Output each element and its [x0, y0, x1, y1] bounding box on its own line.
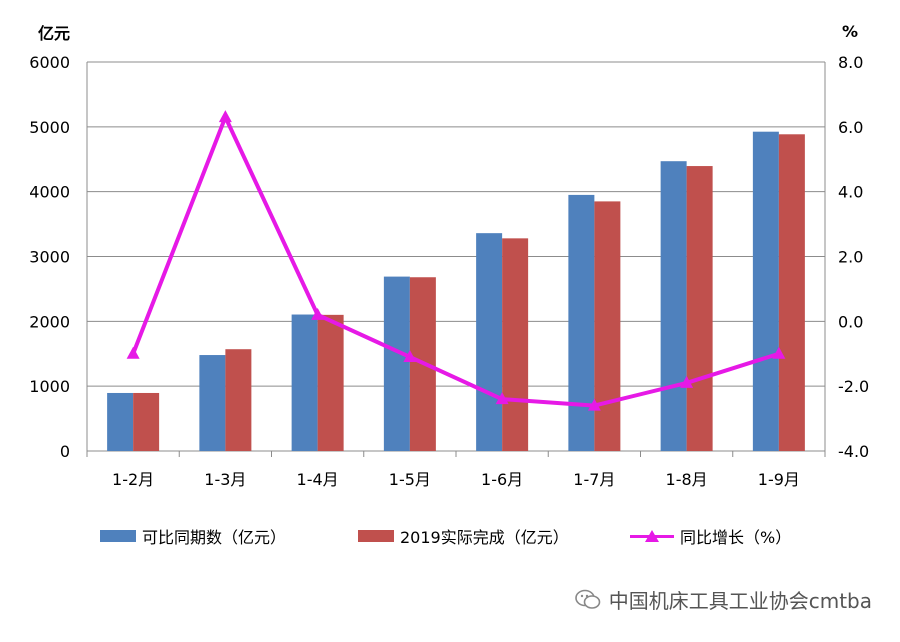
bar: [199, 355, 226, 451]
growth-line: [131, 115, 780, 408]
legend-label-bar1: 可比同期数（亿元）: [142, 528, 287, 547]
line-marker-triangle: [680, 375, 694, 388]
x-tick-label: 1-7月: [573, 470, 615, 489]
y-right-tick-label: 8.0: [838, 53, 863, 72]
bar: [291, 314, 318, 451]
x-tick-label: 1-6月: [481, 470, 523, 489]
bar: [568, 194, 595, 452]
y-right-tick-label: 0.0: [838, 312, 863, 331]
legend-swatch-red: [358, 530, 394, 542]
line-marker-triangle: [495, 392, 509, 405]
legend-swatch-blue: [100, 530, 136, 542]
y-right-tick-label: 6.0: [838, 118, 863, 137]
line-marker-triangle: [772, 346, 786, 359]
bar: [317, 314, 344, 451]
y-left-tick-label: 3000: [29, 248, 70, 267]
x-tick-label: 1-3月: [204, 470, 246, 489]
bar: [133, 392, 160, 451]
y-right-tick-label: 2.0: [838, 248, 863, 267]
legend-item-bar2: 2019实际完成（亿元）: [358, 524, 569, 548]
legend-label-line: 同比增长（%）: [680, 528, 792, 547]
y-left-tick-label: 1000: [29, 377, 70, 396]
x-tick-label: 1-2月: [112, 470, 154, 489]
legend-item-bar1: 可比同期数（亿元）: [100, 524, 286, 548]
left-axis-unit: 亿元: [38, 24, 71, 43]
y-left-tick-label: 2000: [29, 312, 70, 331]
x-tick-label: 1-8月: [666, 470, 708, 489]
bar: [476, 233, 503, 451]
bar: [686, 166, 713, 451]
legend-label-bar2: 2019实际完成（亿元）: [400, 528, 569, 547]
line-marker-triangle: [587, 398, 601, 411]
y-left-tick-label: 6000: [29, 53, 70, 72]
line-marker-triangle: [218, 110, 232, 123]
legend-swatch-line: [630, 530, 674, 542]
line-marker-triangle: [311, 307, 325, 320]
y-right-tick-label: -2.0: [838, 377, 869, 396]
bar: [778, 134, 805, 451]
bar: [107, 392, 134, 451]
line-marker-triangle: [403, 349, 417, 362]
x-tick-label: 1-9月: [758, 470, 800, 489]
bar: [752, 131, 779, 451]
y-left-tick-label: 4000: [29, 183, 70, 202]
wechat-icon: [574, 589, 601, 611]
y-left-tick-label: 5000: [29, 118, 70, 137]
bar: [502, 238, 529, 451]
y-right-tick-label: 4.0: [838, 183, 863, 202]
x-tick-label: 1-5月: [389, 470, 431, 489]
bar: [383, 276, 410, 451]
watermark: 中国机床工具工业协会cmtba: [574, 585, 872, 614]
right-axis-unit: %: [842, 22, 859, 41]
x-tick-label: 1-4月: [297, 470, 339, 489]
legend-item-line: 同比增长（%）: [630, 524, 791, 548]
y-left-tick-label: 0: [60, 442, 70, 461]
bar: [225, 349, 252, 451]
bar: [594, 201, 621, 451]
line-marker-triangle: [126, 346, 140, 359]
y-right-tick-label: -4.0: [838, 442, 869, 461]
bar: [660, 161, 687, 451]
watermark-text: 中国机床工具工业协会cmtba: [608, 589, 872, 613]
